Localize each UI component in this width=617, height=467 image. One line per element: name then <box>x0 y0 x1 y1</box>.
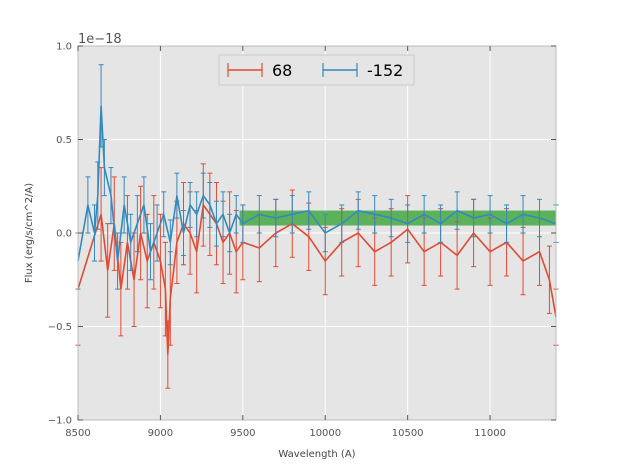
x-tick-label: 10500 <box>392 428 424 439</box>
x-tick-label: 9500 <box>230 428 255 439</box>
y-tick-label: 0.5 <box>56 135 72 146</box>
y-axis-label: Flux (erg/s/cm^2/A) <box>24 183 35 283</box>
y-tick-label: −0.5 <box>48 322 72 333</box>
y-tick-label: 1.0 <box>56 42 72 53</box>
highlight-band <box>239 210 556 226</box>
series-line <box>77 105 557 262</box>
x-axis-label: Wavelength (A) <box>278 449 355 460</box>
y-offset-label: 1e−18 <box>78 32 122 47</box>
series-1 <box>75 64 559 290</box>
legend-label: 68 <box>272 61 292 80</box>
x-tick-label: 10000 <box>309 428 341 439</box>
axis-ticks: 8500 9000 9500 10000 10500 11000 −1.0 −0.5 0.0 0.… <box>48 42 556 439</box>
x-tick-label: 9000 <box>148 428 173 439</box>
y-tick-label: −1.0 <box>48 416 72 427</box>
x-tick-label: 11000 <box>474 428 506 439</box>
y-tick-label: 0.0 <box>56 229 72 240</box>
legend-label: -152 <box>367 61 403 80</box>
x-tick-label: 8500 <box>65 428 90 439</box>
legend: 68 -152 <box>218 54 415 86</box>
